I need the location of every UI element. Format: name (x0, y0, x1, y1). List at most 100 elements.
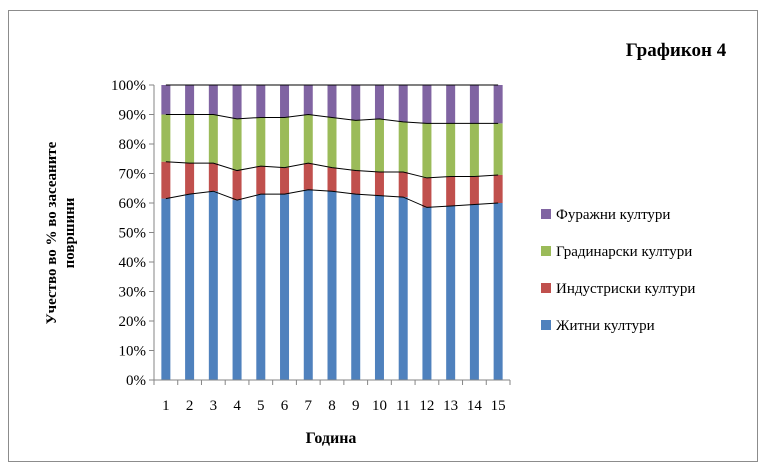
y-tick-label: 10% (119, 344, 147, 360)
bar-segment (280, 194, 290, 380)
x-tick-label: 3 (210, 398, 218, 414)
bar-segment (303, 189, 313, 380)
bar-segment (446, 123, 456, 177)
bar-segment (374, 118, 384, 173)
axes-layer: 0%10%20%30%40%50%60%70%80%90%100%1 2 3 4 5 6 7… (111, 78, 511, 414)
x-tick-label: 4 (233, 398, 241, 414)
bar-segment (280, 117, 290, 168)
bar-segment (469, 123, 479, 177)
bar-segment (303, 163, 313, 190)
bar-segment (208, 163, 218, 192)
bar-segment (280, 167, 290, 195)
bar-segment (351, 85, 361, 121)
y-axis-label-line-2: површини (62, 197, 78, 268)
y-tick-label: 0% (126, 373, 146, 389)
bar-segment (469, 85, 479, 124)
bar-segment (185, 163, 195, 195)
bar-segment (161, 198, 171, 380)
bar-segment (374, 85, 384, 119)
bar-segment (398, 197, 408, 380)
bar-segment (469, 204, 479, 380)
bar-segment (374, 172, 384, 196)
series-divider-line (165, 113, 499, 124)
y-tick-label: 60% (119, 196, 147, 212)
bar-segment (256, 117, 266, 167)
bar-segment (161, 161, 171, 199)
bar-segment (469, 176, 479, 205)
bar-segment (327, 191, 337, 380)
legend-swatch (541, 320, 551, 330)
bar-segment (398, 172, 408, 198)
legend-swatch (541, 209, 551, 219)
bar-segment (303, 85, 313, 115)
bar-segment (446, 176, 456, 206)
y-tick-label: 20% (119, 314, 147, 330)
legend-label: Житни култури (556, 318, 655, 334)
bar-segment (185, 114, 195, 164)
bar-segment (232, 118, 242, 171)
y-axis-label-line-1: Учество во % во засеаните (44, 141, 60, 324)
bar-segment (161, 85, 171, 115)
bar-segment (208, 114, 218, 164)
x-tick-label: 15 (491, 398, 506, 414)
bar-segment (327, 167, 337, 192)
bar-segment (398, 121, 408, 173)
bar-segment (493, 203, 503, 380)
bar-segment (422, 177, 432, 208)
bar-segment (185, 85, 195, 115)
bar-segment (327, 117, 337, 168)
legend-label: Фуражни култури (556, 207, 670, 223)
chart-title: Графикон 4 (626, 40, 727, 61)
bar-segment (327, 85, 337, 118)
bar-segment (422, 207, 432, 380)
legend-swatch (541, 283, 551, 293)
series-lines-layer (165, 84, 499, 208)
bar-segment (398, 85, 408, 122)
legend: Фуражни култури Градинарски култури Индуст… (541, 207, 695, 334)
x-tick-label: 8 (328, 398, 336, 414)
x-tick-label: 2 (186, 398, 194, 414)
bar-segment (256, 85, 266, 118)
x-tick-label: 14 (467, 398, 483, 414)
bars-layer (161, 85, 503, 380)
bar-segment (232, 170, 242, 201)
x-tick-label: 7 (305, 398, 313, 414)
bar-segment (422, 85, 432, 124)
bar-segment (422, 123, 432, 178)
x-tick-label: 1 (162, 398, 170, 414)
bar-segment (161, 114, 171, 162)
x-tick-label: 11 (396, 398, 410, 414)
x-tick-label: 5 (257, 398, 265, 414)
y-tick-label: 70% (119, 167, 147, 183)
y-tick-label: 80% (119, 137, 147, 153)
x-tick-label: 6 (281, 398, 289, 414)
bar-segment (351, 170, 361, 195)
y-axis-label: Учество во % во засеаните површини (44, 141, 78, 324)
bar-segment (374, 195, 384, 380)
bar-segment (208, 85, 218, 115)
bar-segment (351, 194, 361, 380)
bar-segment (303, 114, 313, 164)
bar-segment (256, 166, 266, 195)
series-divider-line (165, 161, 499, 179)
x-axis-label: Година (306, 430, 357, 447)
bar-segment (280, 85, 290, 118)
y-tick-label: 90% (119, 108, 147, 124)
y-tick-label: 40% (119, 255, 147, 271)
legend-swatch (541, 246, 551, 256)
legend-label: Индустриски култури (556, 281, 695, 297)
x-tick-label: 12 (419, 398, 434, 414)
bar-segment (232, 200, 242, 380)
y-tick-label: 50% (119, 226, 147, 242)
bar-segment (232, 85, 242, 119)
bar-segment (446, 85, 456, 124)
series-divider-line (165, 189, 499, 208)
bar-segment (351, 120, 361, 171)
bar-segment (446, 205, 456, 380)
x-tick-label: 13 (443, 398, 458, 414)
y-tick-label: 100% (111, 78, 146, 94)
bar-segment (493, 123, 503, 175)
bar-segment (208, 191, 218, 380)
bar-segment (256, 194, 266, 380)
